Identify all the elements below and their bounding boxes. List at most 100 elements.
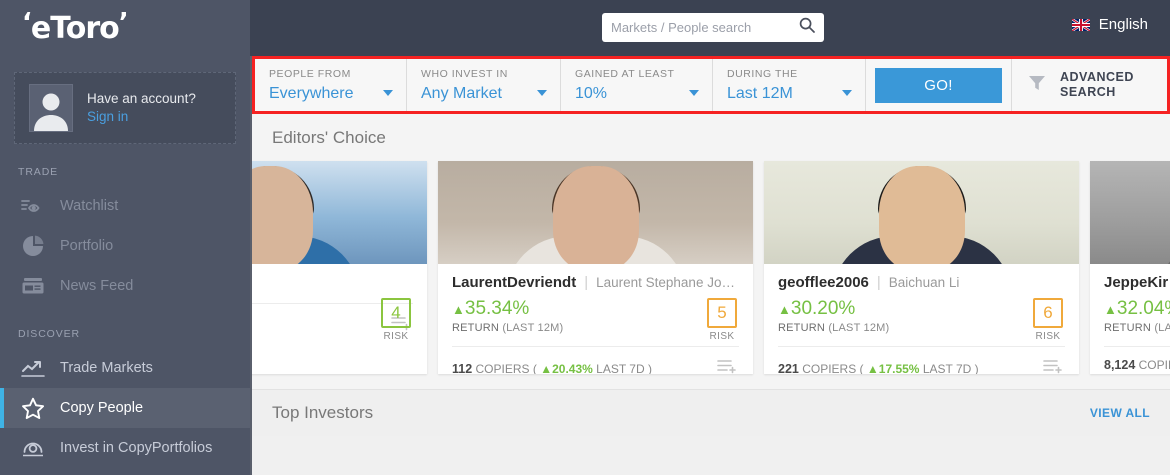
investor-realname: Baichuan Li (888, 275, 960, 290)
chevron-down-icon[interactable] (689, 90, 699, 96)
sidebar-item-portfolio[interactable]: Portfolio (0, 226, 250, 266)
editors-choice-header: Editors' Choice (252, 114, 1170, 161)
sidebar-item-label: Watchlist (60, 198, 119, 214)
risk-label: RISK (1035, 331, 1061, 342)
risk-value: 4 (381, 298, 411, 328)
filter-people-from[interactable]: PEOPLE FROM Everywhere (255, 59, 407, 111)
pie-chart-icon (18, 233, 48, 259)
gain-7d-icon: ▲ (866, 361, 879, 375)
copyportfolio-icon (18, 435, 48, 461)
investor-card[interactable]: JeppeKir ▲32.04% RETURN (LAS 8,12 (1090, 161, 1170, 374)
sidebar-item-news-feed[interactable]: News Feed (0, 266, 250, 306)
investor-return-value: 30.20% (790, 298, 856, 319)
risk-badge: 6 RISK (1031, 298, 1065, 342)
investor-return: ▲30.20% (778, 298, 1065, 321)
add-to-list-icon[interactable] (1043, 358, 1065, 374)
sidebar: ‘eToro’ Have an account? Sign in TRADE (0, 0, 250, 475)
investor-copiers-row: 8,124 COPIE (1090, 347, 1170, 372)
account-title: Have an account? (87, 91, 196, 106)
return-period: (LAS (1154, 322, 1170, 334)
nav-section-trade: TRADE (18, 166, 59, 178)
sidebar-item-label: Portfolio (60, 238, 114, 254)
investor-realname: Laurent Stephane John... (596, 275, 739, 290)
name-separator: | (584, 274, 589, 291)
filter-label: DURING THE (727, 68, 798, 80)
filter-bar: PEOPLE FROM Everywhere WHO INVEST IN Any… (252, 56, 1170, 114)
filter-who-invest-in[interactable]: WHO INVEST IN Any Market (407, 59, 561, 111)
filter-during-the[interactable]: DURING THE Last 12M (713, 59, 866, 111)
filter-label: PEOPLE FROM (269, 68, 351, 80)
chevron-down-icon[interactable] (842, 90, 852, 96)
top-header: English (250, 0, 1170, 56)
sidebar-item-trade-markets[interactable]: Trade Markets (0, 348, 250, 388)
go-button-wrap: GO! (866, 59, 1012, 111)
copiers-word: COPIE (1138, 358, 1170, 372)
editors-choice-panel: Editors' Choice Valli (252, 114, 1170, 389)
advanced-search-button[interactable]: ADVANCED SEARCH (1012, 59, 1167, 111)
investor-card[interactable]: LaurentDevriendt | Laurent Stephane John… (438, 161, 753, 374)
chevron-down-icon[interactable] (383, 90, 393, 96)
star-icon (18, 395, 48, 421)
return-period: (LAST 12M) (828, 322, 890, 334)
investor-card[interactable]: geofflee2006 | Baichuan Li ▲30.20% RETUR… (764, 161, 1079, 374)
gain-7d-icon: ▲ (540, 361, 553, 375)
sidebar-item-invest-copyportfolios[interactable]: Invest in CopyPortfolios (0, 428, 250, 468)
news-feed-icon (18, 273, 48, 299)
investor-return-value: 32.04% (1116, 298, 1170, 319)
investor-return-value: 35.34% (464, 298, 530, 319)
last-7d-label: LAST 7D (922, 361, 972, 375)
investor-username: LaurentDevriendt (452, 274, 577, 291)
copiers-word: COPIERS (475, 361, 530, 375)
main-content: Editors' Choice Valli (252, 114, 1170, 475)
return-word: RETURN (778, 322, 826, 334)
language-label: English (1098, 16, 1148, 33)
watchlist-eye-icon (18, 193, 48, 219)
view-all-link[interactable]: VIEW ALL (1089, 406, 1150, 420)
arrow-up-icon: ▲ (1104, 302, 1117, 317)
investor-copiers-row: 221 COPIERS ( ▲17.55% LAST 7D ) (764, 347, 1079, 374)
add-to-list-icon[interactable] (717, 358, 739, 374)
investor-username: geofflee2006 (778, 274, 869, 291)
card-divider (1104, 346, 1170, 347)
search-input[interactable] (611, 20, 799, 35)
sign-in-link[interactable]: Sign in (87, 109, 129, 124)
investor-username: JeppeKir (1104, 274, 1169, 291)
top-investors-header: Top Investors VIEW ALL (252, 389, 1170, 436)
filter-gained-at-least[interactable]: GAINED AT LEAST 10% (561, 59, 713, 111)
sidebar-item-copy-people[interactable]: Copy People (0, 388, 250, 428)
gain-7d-value: 20.43% (552, 361, 593, 375)
sidebar-item-label: Trade Markets (60, 360, 153, 376)
filter-label: WHO INVEST IN (421, 68, 508, 80)
filter-value: Everywhere (269, 85, 354, 102)
investor-photo (764, 161, 1079, 264)
sidebar-item-watchlist[interactable]: Watchlist (0, 186, 250, 226)
return-word: RETURN (1104, 322, 1152, 334)
go-button[interactable]: GO! (875, 67, 1002, 103)
card-divider (778, 346, 1065, 347)
return-word: RETURN (452, 322, 500, 334)
funnel-icon (1028, 75, 1046, 96)
search-box[interactable] (602, 13, 824, 42)
page-title: Editors' Choice (272, 127, 386, 147)
investor-photo (252, 161, 427, 264)
sidebar-item-label: News Feed (60, 278, 134, 294)
name-separator: | (876, 274, 881, 291)
language-selector[interactable]: English (1071, 16, 1148, 33)
investor-return-label: RETURN (LAST 12M) (452, 322, 739, 334)
vertical-scrollbar[interactable] (250, 56, 252, 475)
last-7d-label: LAST 7D (596, 361, 645, 375)
trending-up-icon (18, 355, 48, 381)
investor-return: ▲32.04% (1104, 298, 1170, 321)
card-divider (252, 303, 413, 304)
account-box[interactable]: Have an account? Sign in (14, 72, 236, 144)
risk-label: RISK (383, 331, 409, 342)
etoro-logo[interactable]: ‘eToro’ (22, 8, 129, 46)
investor-copiers-row: 112 COPIERS ( ▲20.43% LAST 7D ) (438, 347, 753, 374)
search-icon[interactable] (799, 17, 815, 38)
uk-flag-icon (1071, 18, 1090, 31)
copiers-word: COPIERS (802, 361, 857, 375)
chevron-down-icon[interactable] (537, 90, 547, 96)
sidebar-item-label: Copy People (60, 400, 144, 416)
investor-card[interactable]: Valli 4 RISK ) (252, 161, 427, 374)
